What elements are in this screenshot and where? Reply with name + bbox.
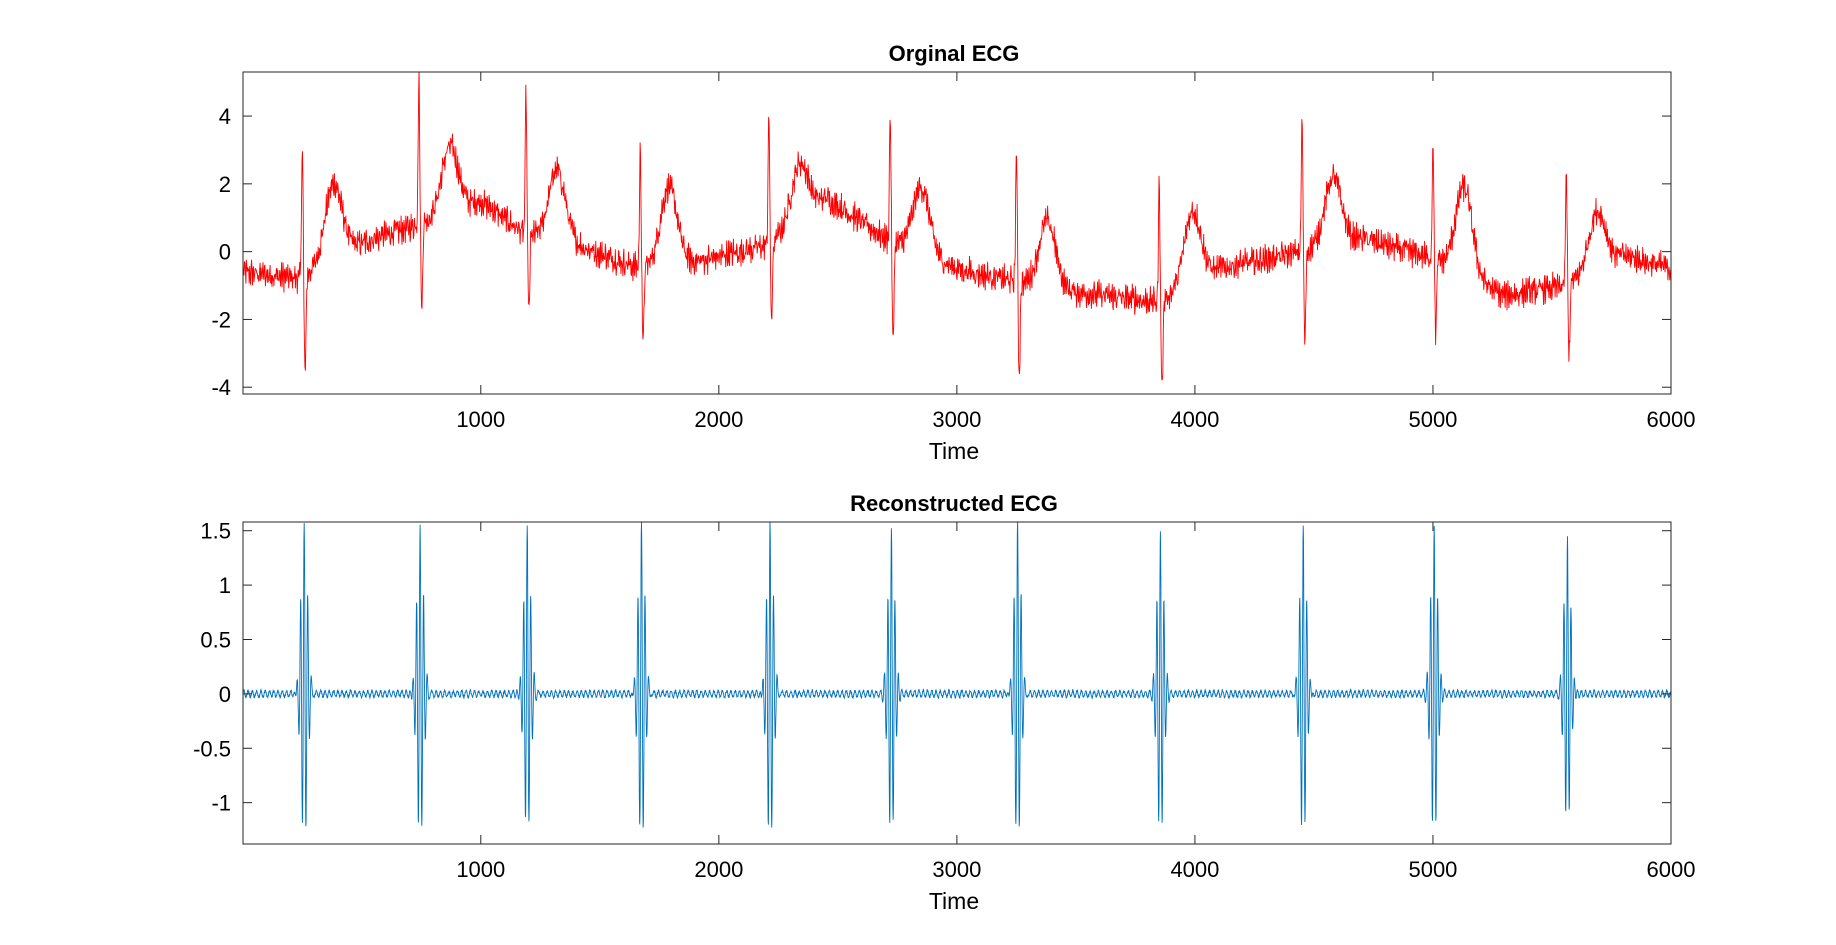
axes: 1000 2000 3000 4000 5000 6000 -4 -2 0 2 4 [211, 71, 1696, 432]
x-tick-label: 1000 [456, 407, 505, 432]
x-tick-label: 3000 [932, 407, 981, 432]
y-tick-label: 0 [219, 240, 231, 265]
axes: 1000 2000 3000 4000 5000 6000 -1 -0.5 0 0.5 1 1.5 [193, 519, 1695, 882]
y-tick-label: 1 [219, 573, 231, 598]
x-tick-label: 6000 [1647, 407, 1696, 432]
y-tick-label: -4 [211, 375, 231, 400]
x-tick-label: 3000 [932, 857, 981, 882]
x-tick-label: 5000 [1408, 407, 1457, 432]
chart-reconstructed-ecg: Reconstructed ECG 1000 2000 3000 4000 5000 60… [193, 491, 1695, 914]
x-axis-label: Time [929, 438, 979, 464]
x-tick-label: 5000 [1408, 857, 1457, 882]
plot-area [243, 72, 1671, 381]
series-line-original-ecg [243, 72, 1671, 381]
chart-original-ecg: Orginal ECG 1000 2000 3000 4000 5000 6000 -4 -2… [211, 41, 1695, 464]
plot-area [243, 522, 1671, 828]
y-tick-label: -1 [211, 791, 231, 816]
y-tick-label: 1.5 [200, 519, 231, 544]
y-tick-label: 4 [219, 104, 231, 129]
x-axis-label: Time [929, 888, 979, 914]
chart-title: Reconstructed ECG [850, 491, 1058, 516]
x-tick-label: 4000 [1170, 857, 1219, 882]
x-tick-label: 2000 [694, 407, 743, 432]
y-tick-label: -0.5 [193, 736, 231, 761]
x-tick-label: 4000 [1170, 407, 1219, 432]
chart-title: Orginal ECG [889, 41, 1020, 66]
y-tick-label: -2 [211, 307, 231, 332]
y-tick-label: 0.5 [200, 627, 231, 652]
y-tick-label: 0 [219, 682, 231, 707]
x-tick-label: 1000 [456, 857, 505, 882]
y-tick-label: 2 [219, 172, 231, 197]
x-tick-label: 2000 [694, 857, 743, 882]
series-line-reconstructed-ecg [243, 522, 1671, 828]
x-tick-label: 6000 [1647, 857, 1696, 882]
